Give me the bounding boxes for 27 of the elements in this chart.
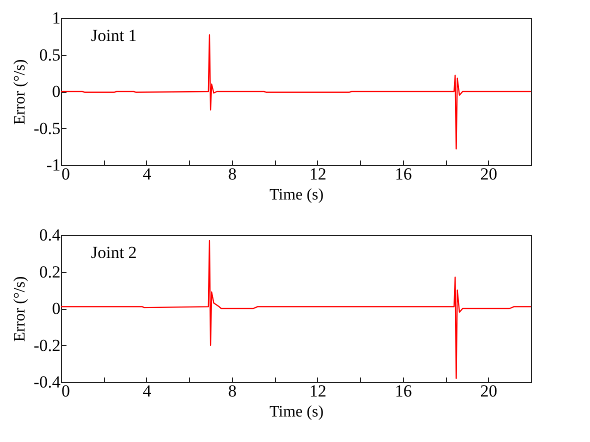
x-tick-label: 20 [480,382,498,400]
x-axis-title: Time (s) [269,404,324,420]
y-tick-label: 0.5 [39,45,60,64]
y-tick-label: 0.2 [39,262,60,282]
y-axis-title: Error (°/s) [12,276,29,342]
y-tick-label: -1 [46,156,60,174]
y-tick-label: 0 [52,299,60,318]
x-tick-label: 8 [228,382,237,400]
x-tick-label: 20 [480,164,498,184]
x-tick-label: 12 [309,164,326,184]
x-axis-title: Time (s) [269,186,324,204]
annotation: Joint 1 [91,26,137,45]
y-tick-label: 1 [52,8,60,28]
x-tick-label: 4 [142,164,152,184]
x-tick-label: 12 [309,382,326,400]
x-tick-label: 16 [394,164,412,184]
annotation: Joint 2 [91,243,137,262]
y-tick-label: 0.4 [39,226,61,244]
x-tick-label: 16 [394,382,412,400]
y-tick-label: -0.5 [34,118,60,138]
y-tick-label: 0 [52,82,60,101]
x-tick-label: 8 [228,164,237,184]
line-series [60,240,532,379]
y-tick-label: -0.4 [34,372,61,392]
x-tick-label: 4 [142,382,152,400]
y-tick-label: -0.2 [34,336,60,355]
y-axis-title: Error (°/s) [12,59,29,125]
